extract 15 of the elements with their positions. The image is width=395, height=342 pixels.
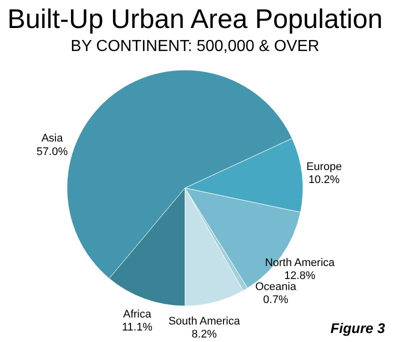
chart-title: Built-Up Urban Area Population <box>7 4 383 34</box>
chart-subtitle: BY CONTINENT: 500,000 & OVER <box>70 38 320 55</box>
data-label: 10.2% <box>308 174 340 186</box>
slice-label: North America <box>264 256 336 269</box>
slice-label: Asia <box>41 132 64 145</box>
data-label: 11.1% <box>122 322 153 334</box>
data-label: 8.2% <box>192 328 217 341</box>
slice-label: South America <box>168 315 241 328</box>
data-label: 0.7% <box>263 294 288 306</box>
data-label: 57.0% <box>36 146 68 158</box>
slice-label: Oceania <box>255 280 298 293</box>
slice-label: Africa <box>123 308 152 320</box>
data-label: 12.8% <box>284 270 316 282</box>
caption: Figure 3 <box>330 320 386 336</box>
slice-label: Europe <box>306 161 342 173</box>
